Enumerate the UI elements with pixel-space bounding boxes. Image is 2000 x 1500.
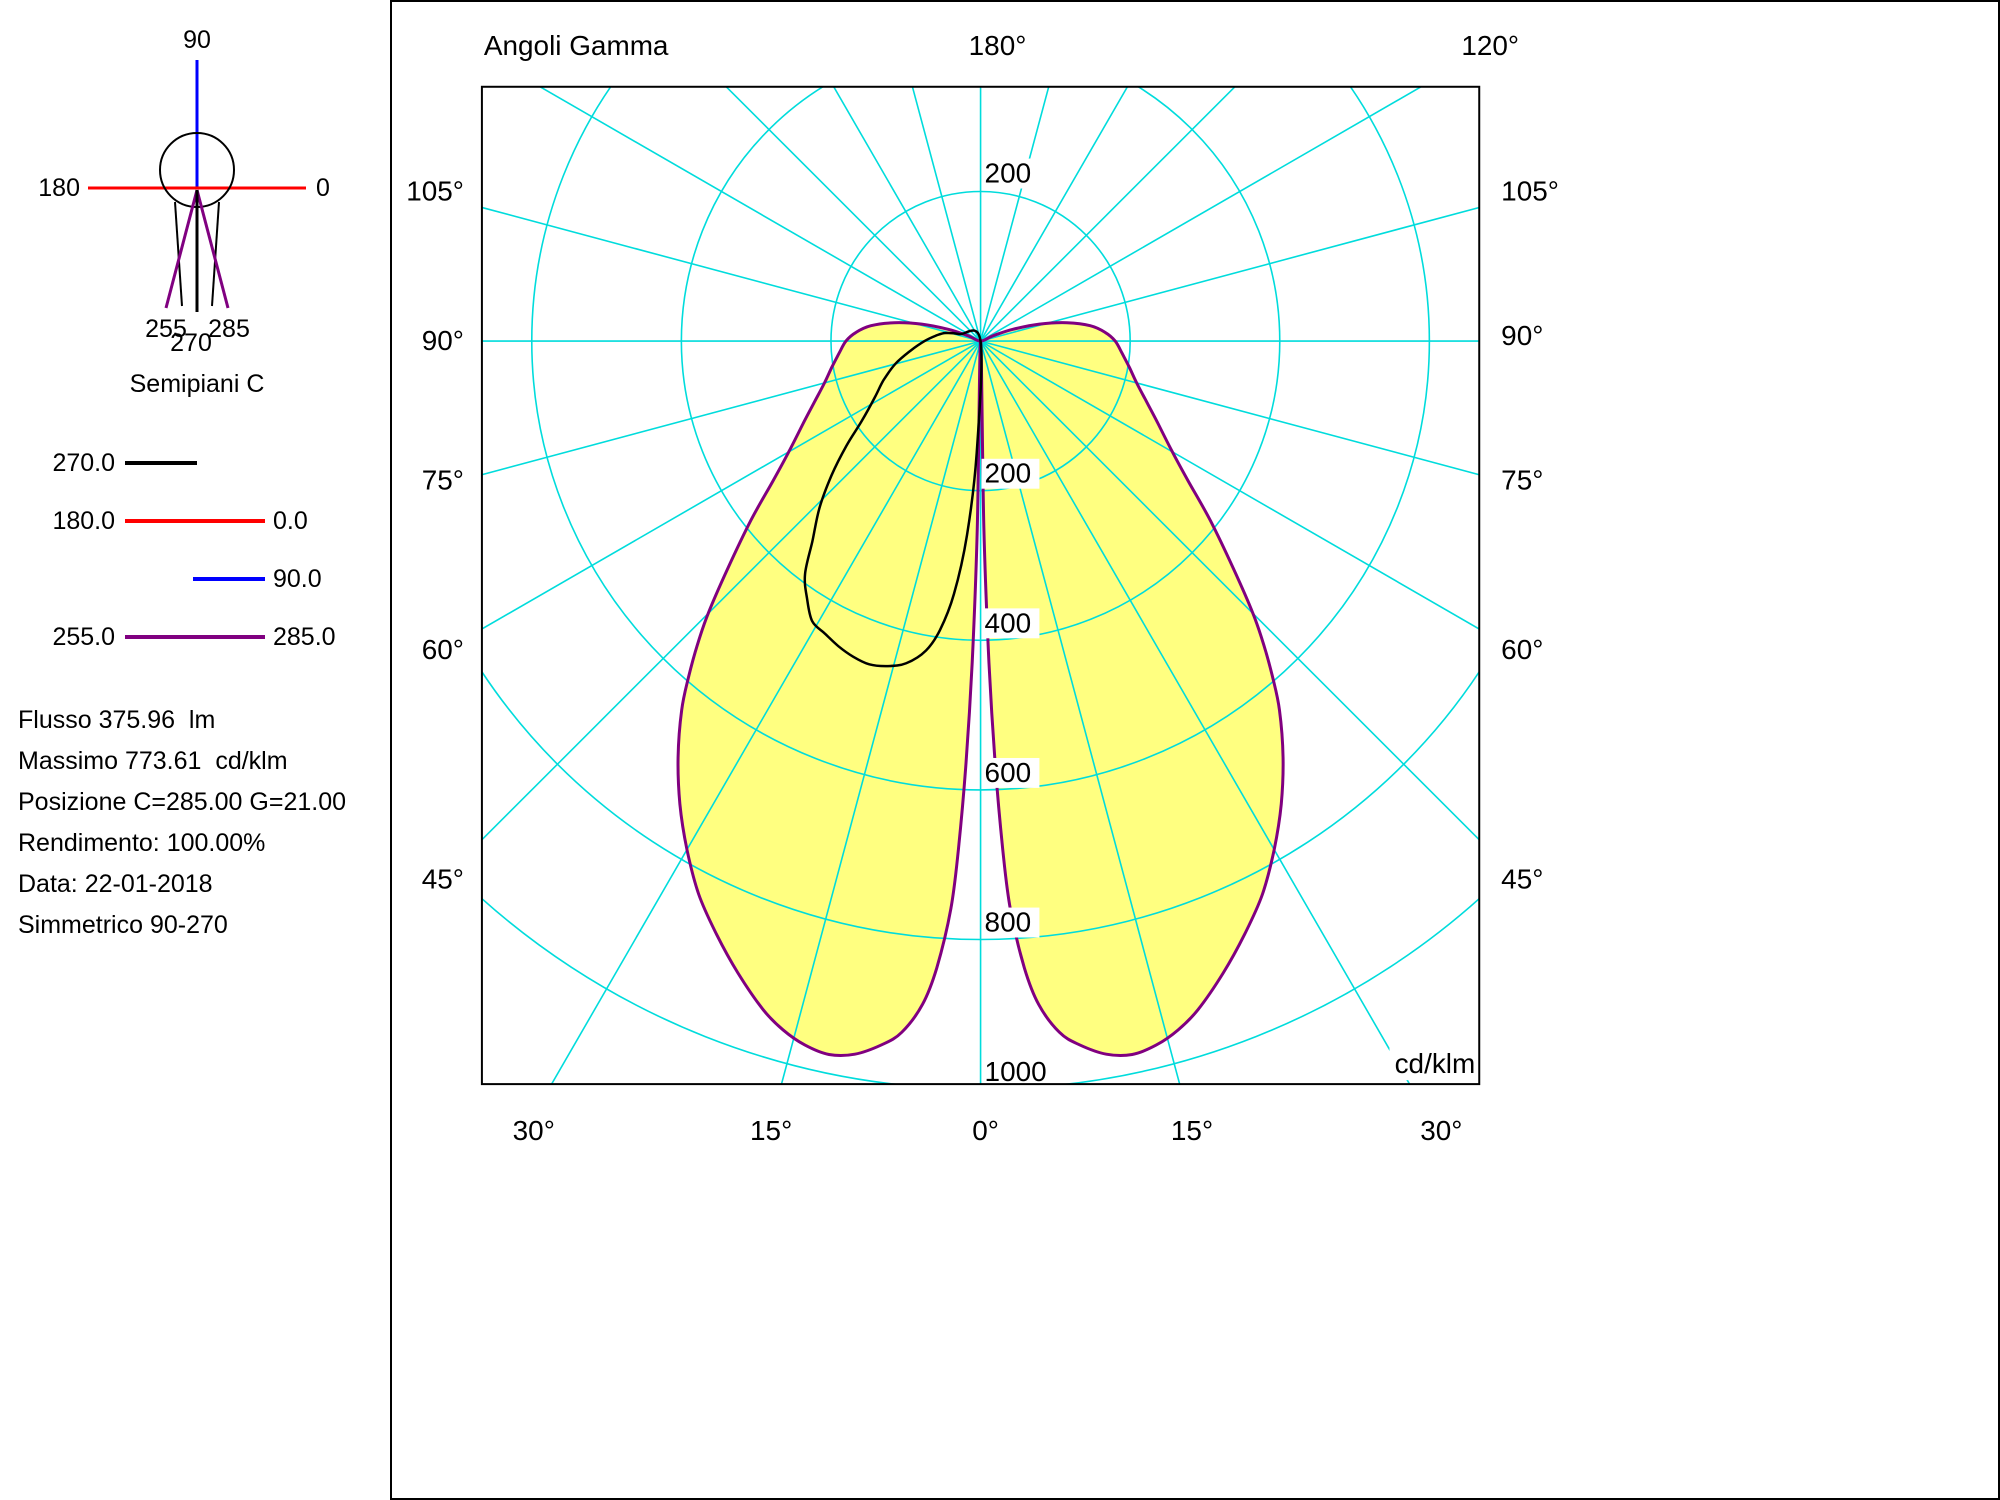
grid-spoke — [832, 86, 982, 342]
legend-label-90: 90.0 — [273, 565, 322, 593]
gamma-label: 180° — [969, 30, 1027, 61]
ring-label: 400 — [985, 607, 1032, 638]
grid-spoke — [979, 86, 1129, 342]
ring-labels: 200 200 400 600 800 1000 cd/klm — [981, 158, 1480, 1088]
ring-label-bg — [981, 158, 1040, 189]
legend-label-180: 180.0 — [52, 507, 115, 535]
grid-spoke — [481, 340, 981, 630]
semipiani-c-caption: Semipiani C — [130, 370, 265, 398]
ring-label: 200 — [985, 158, 1032, 189]
gamma-label: 75° — [422, 465, 464, 496]
glyph-label-90: 90 — [183, 26, 211, 54]
bulb-cone-right — [211, 201, 220, 307]
legend-row-270: 270.0 — [0, 448, 390, 478]
glyph-label-255: 255 — [145, 315, 187, 343]
gamma-labels: Angoli Gamma 180° 120° 105° 90° 75° 60° 45° 105°… — [406, 30, 1559, 1146]
ring-label: 800 — [985, 907, 1032, 938]
legend-label-0: 0.0 — [273, 507, 308, 535]
gamma-label: 45° — [422, 864, 464, 895]
grid-spoke — [725, 86, 982, 342]
luminaire-orientation-glyph: 90 180 0 255 270 285 Semipiani C — [38, 26, 330, 398]
gamma-label: 30° — [513, 1115, 555, 1146]
grid-spoke — [980, 86, 1237, 342]
glyph-label-270: 270 — [170, 329, 212, 357]
grid-spoke — [481, 206, 981, 342]
left-panel: 90 180 0 255 270 285 Semipiani C 270.0 1… — [0, 0, 390, 1500]
legend-line-180-0 — [125, 519, 265, 523]
glyph-label-180: 180 — [38, 174, 80, 202]
gamma-label: 15° — [750, 1115, 792, 1146]
gamma-label: 105° — [1501, 175, 1559, 206]
gamma-label: 0° — [972, 1115, 999, 1146]
ring-label-bg — [981, 458, 1040, 489]
grid-spoke — [980, 86, 1423, 342]
grid-spoke — [481, 340, 981, 476]
polar-grid — [481, 86, 1480, 1085]
ring-label-bg — [981, 608, 1040, 639]
gamma-label: 75° — [1501, 465, 1543, 496]
c270-curve — [803, 329, 983, 668]
grid-spoke — [980, 340, 1480, 630]
units-label: cd/klm — [1395, 1048, 1476, 1079]
grid-spoke — [550, 340, 982, 1085]
glyph-axis-255-line — [164, 189, 199, 309]
curve-outline-layer — [676, 321, 1285, 1057]
info-data: Data: 22-01-2018 — [18, 870, 213, 898]
gamma-label: 105° — [406, 175, 464, 206]
glyph-label-0: 0 — [316, 174, 330, 202]
ring-label-bg — [981, 1057, 1056, 1088]
gamma-label: 15° — [1171, 1115, 1213, 1146]
grid-spoke — [980, 340, 1480, 841]
bulb-cone-left — [174, 201, 183, 307]
ring-label: 200 — [985, 458, 1032, 489]
ring-label-bg — [981, 757, 1040, 788]
gamma-label: 60° — [422, 634, 464, 665]
legend-row-90: 90.0 — [0, 564, 390, 594]
grid-spoke — [979, 86, 1050, 342]
plot-frame — [480, 85, 1481, 1086]
glyph-label-285: 285 — [208, 315, 250, 343]
legend-line-90 — [193, 577, 265, 581]
grid-spoke — [538, 86, 981, 342]
grid-spoke — [979, 340, 1181, 1085]
gamma-label: 90° — [422, 325, 464, 356]
legend-label-285: 285.0 — [273, 623, 336, 651]
grid-spoke — [780, 340, 982, 1085]
gamma-label: 60° — [1501, 634, 1543, 665]
legend-row-255-285: 255.0 285.0 — [0, 622, 390, 652]
legend-label-255: 255.0 — [52, 623, 115, 651]
legend-line-270 — [125, 461, 197, 465]
ring-label-bg — [981, 907, 1040, 938]
info-rendimento: Rendimento: 100.00% — [18, 829, 266, 857]
legend-line-255-285 — [125, 635, 265, 639]
grid-spoke — [980, 206, 1480, 342]
units-label-bg — [1389, 1046, 1480, 1081]
polar-diagram-panel: 200 200 400 600 800 1000 cd/klm Angoli Gamma 180… — [390, 0, 2000, 1500]
ring-label: 600 — [985, 757, 1032, 788]
legend-row-180-0: 180.0 0.0 — [0, 506, 390, 536]
gamma-label: 90° — [1501, 320, 1543, 351]
gamma-label: 30° — [1420, 1115, 1462, 1146]
info-massimo: Massimo 773.61 cd/klm — [18, 747, 288, 775]
grid-spoke — [980, 340, 1480, 476]
ring-label: 1000 — [985, 1056, 1047, 1087]
grid-spoke — [911, 86, 982, 342]
info-posizione: Posizione C=285.00 G=21.00 — [18, 788, 347, 816]
grid-spoke — [979, 340, 1411, 1085]
info-flusso: Flusso 375.96 lm — [18, 706, 216, 734]
grid-spoke — [481, 340, 982, 841]
glyph-axis-285-line — [195, 189, 230, 309]
info-simmetrico: Simmetrico 90-270 — [18, 911, 228, 939]
intensity-fill-layer — [678, 322, 1284, 1056]
intensity-curve-fill — [678, 322, 1284, 1056]
legend-label-270: 270.0 — [52, 449, 115, 477]
gamma-label: 120° — [1461, 30, 1519, 61]
gamma-label: 45° — [1501, 864, 1543, 895]
angoli-gamma-title: Angoli Gamma — [484, 30, 669, 61]
